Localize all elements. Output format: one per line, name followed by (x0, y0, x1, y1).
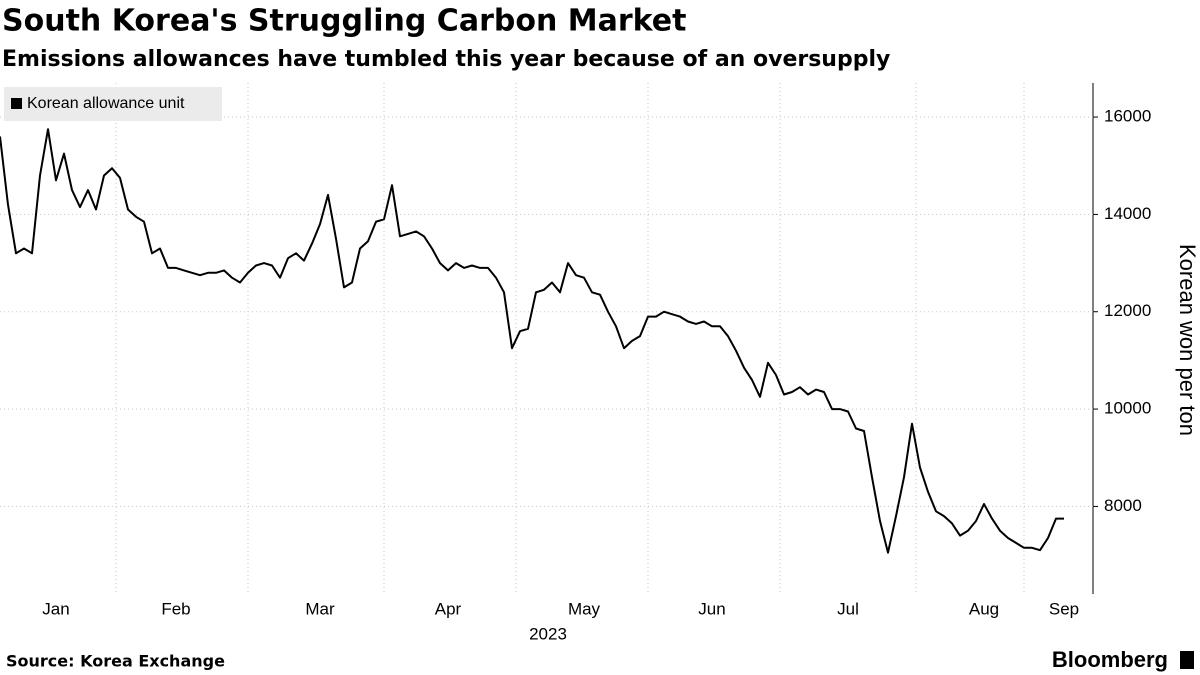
chart-title: South Korea's Struggling Carbon Market (2, 4, 686, 39)
y-tick-label: 12000 (1104, 301, 1151, 320)
brand: Bloomberg (1052, 647, 1168, 672)
y-tick-label: 10000 (1104, 399, 1151, 418)
legend-box (4, 87, 222, 121)
x-tick-label: May (568, 599, 601, 618)
x-tick-label: Jun (698, 599, 725, 618)
x-tick-label: Aug (969, 599, 999, 618)
line (0, 128, 1064, 554)
x-tick-label: Sep (1049, 599, 1079, 618)
y-tick-label: 16000 (1104, 107, 1151, 126)
x-tick-label: Apr (435, 599, 462, 618)
x-tick-label: Jul (837, 599, 859, 618)
brand-icon (1180, 651, 1194, 669)
source: Source: Korea Exchange (6, 652, 225, 671)
chart-subtitle: Emissions allowances have tumbled this y… (2, 47, 890, 72)
x-tick-label: Mar (305, 599, 335, 618)
legend-label: Korean allowance unit (27, 95, 185, 112)
legend-swatch (11, 98, 22, 109)
y-axis-label: Korean won per ton (1175, 244, 1200, 436)
y-tick-label: 14000 (1104, 204, 1151, 223)
x-axis-label: 2023 (529, 624, 567, 643)
y-tick-label: 8000 (1104, 496, 1142, 515)
x-tick-label: Jan (42, 599, 69, 618)
x-tick-label: Feb (161, 599, 190, 618)
